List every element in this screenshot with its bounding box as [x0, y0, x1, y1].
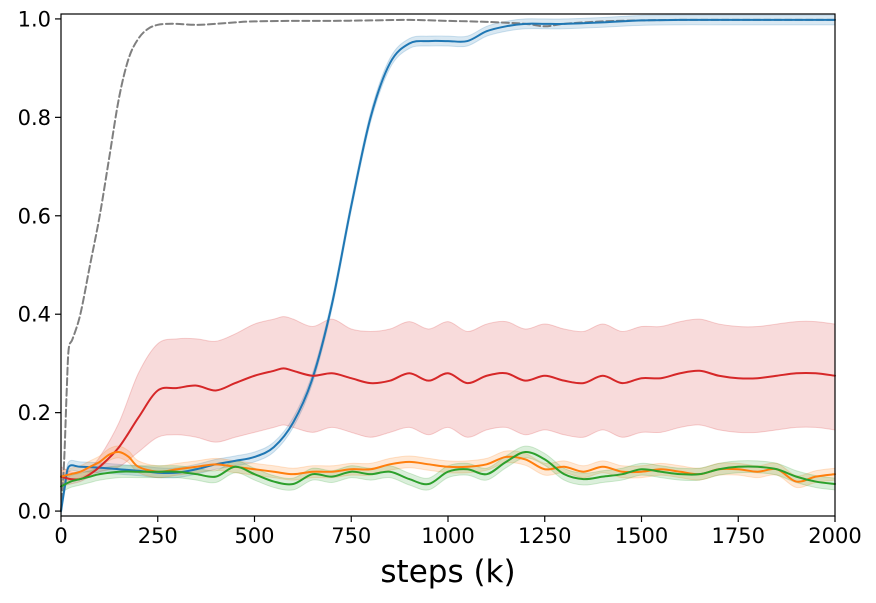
plot-frame [60, 13, 836, 517]
x-tick-label: 1000 [421, 524, 474, 548]
series-1-line [60, 18, 836, 513]
y-tick-label: 0.2 [18, 401, 51, 425]
series-lines [60, 18, 836, 513]
y-tick-label: 0.8 [18, 106, 51, 130]
x-tick-label: 0 [54, 524, 67, 548]
x-axis-ticks: 0 250 500 750 1000 1250 1500 1750 2000 [54, 516, 862, 548]
series-2-line [60, 367, 836, 481]
y-tick-label: 1.0 [18, 7, 51, 31]
x-tick-label: 500 [234, 524, 274, 548]
x-tick-label: 250 [138, 524, 178, 548]
x-axis-title: steps (k) [380, 554, 515, 590]
confidence-bands [60, 14, 836, 517]
series-0-line [60, 18, 836, 513]
y-axis-ticks: 0.0 0.2 0.4 0.6 0.8 1.0 [18, 7, 61, 524]
y-tick-label: 0.6 [18, 204, 51, 228]
x-tick-label: 1750 [712, 524, 765, 548]
series-1-band [60, 14, 836, 517]
x-tick-label: 2000 [808, 524, 861, 548]
x-tick-label: 1500 [615, 524, 668, 548]
y-tick-label: 0.0 [18, 500, 51, 524]
x-tick-label: 750 [331, 524, 371, 548]
x-tick-label: 1250 [518, 524, 571, 548]
y-tick-label: 0.4 [18, 303, 51, 327]
series-4-line [60, 451, 836, 488]
